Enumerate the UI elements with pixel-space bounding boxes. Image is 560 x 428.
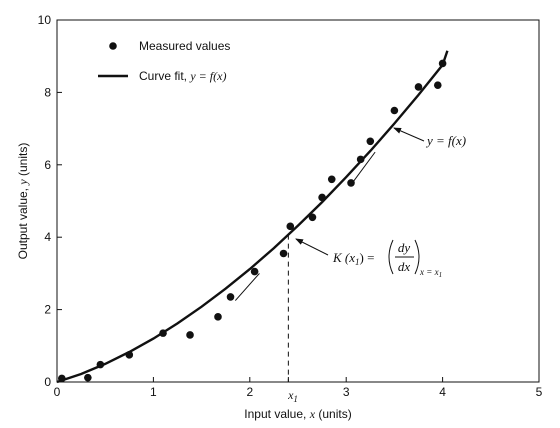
measured-points [58, 59, 447, 383]
data-point [390, 106, 399, 115]
y-tick-label: 4 [44, 230, 51, 244]
y-tick-label: 8 [44, 85, 51, 99]
data-point [438, 59, 447, 68]
x-tick-label: 3 [343, 385, 350, 399]
data-point [84, 373, 92, 382]
data-point [366, 137, 375, 146]
x-axis-label-var: x [309, 407, 316, 421]
curve-annotation-arrow [393, 127, 425, 142]
y-tick-label: 0 [44, 375, 51, 389]
data-point [327, 175, 336, 184]
x1-tick-label: x1 [287, 388, 298, 404]
slope-annotation-arrow [295, 238, 329, 256]
x-axis-label: Input value, x (units) [244, 407, 351, 421]
legend-curve-prefix: Curve fit, [139, 69, 190, 83]
x-axis-label-prefix: Input value, [244, 407, 309, 421]
y-tick-label: 10 [38, 13, 52, 27]
x-tick-label: 0 [54, 385, 61, 399]
y-axis-label-var: y [16, 179, 30, 186]
slope-annotation-label: K (x1) = dy dx x = x1 [332, 239, 442, 279]
x1-tick-sub: 1 [293, 394, 298, 404]
data-point [356, 155, 365, 164]
y-axis-label: Output value, y (units) [16, 143, 30, 260]
data-point [226, 293, 235, 301]
data-point [186, 331, 194, 339]
x1-tick-var: x [287, 388, 294, 402]
tangent-lines [234, 151, 376, 301]
slope-lhs-sub: 1 [355, 257, 360, 267]
plot-frame [56, 19, 540, 383]
data-point [96, 360, 105, 369]
data-point [159, 329, 167, 337]
slope-frac-subscript-text: x = x [419, 267, 439, 277]
data-point [347, 179, 355, 187]
x-tick-label: 2 [246, 385, 253, 399]
y-axis-ticks: 0 2 4 6 8 10 [38, 13, 62, 389]
data-point [250, 267, 259, 276]
data-point [286, 222, 295, 231]
legend-curve-math: y = f(x) [189, 69, 226, 83]
tangent-line [234, 273, 260, 301]
data-point [308, 213, 317, 222]
slope-right-paren [414, 239, 420, 275]
legend-measured-label: Measured values [139, 39, 230, 53]
tangent-line [350, 151, 376, 186]
data-point [318, 193, 326, 202]
data-point [125, 351, 134, 359]
y-axis-label-prefix: Output value, [16, 185, 30, 260]
slope-frac-subscript: x = x1 [419, 267, 442, 279]
data-point [414, 83, 423, 91]
y-tick-label: 6 [44, 158, 51, 172]
slope-lhs-close: ) = [360, 250, 375, 265]
y-tick-label: 2 [44, 303, 51, 317]
x-tick-label: 5 [536, 385, 543, 399]
data-point [279, 249, 288, 258]
legend-dot-marker [109, 42, 117, 50]
x-tick-label: 1 [150, 385, 157, 399]
curve-fit-line [56, 50, 449, 384]
curve-annotation-label: y = f(x) [425, 133, 466, 148]
slope-frac-den: dx [398, 259, 411, 274]
legend: Measured values Curve fit, y = f(x) [98, 39, 230, 83]
slope-lhs-k: K (x [332, 250, 355, 265]
data-point [214, 313, 222, 321]
x-axis-label-suffix: (units) [315, 407, 352, 421]
legend-curve-label: Curve fit, y = f(x) [139, 69, 226, 83]
slope-frac-subscript-sub: 1 [439, 271, 443, 279]
data-point [433, 81, 442, 89]
slope-left-paren [388, 239, 394, 275]
data-point [58, 374, 66, 383]
x-axis-ticks: 0 1 2 3 4 5 [54, 377, 543, 399]
slope-frac-num: dy [398, 240, 411, 255]
x-tick-label: 4 [439, 385, 446, 399]
slope-lhs: K (x1) = [332, 250, 374, 267]
y-axis-label-suffix: (units) [16, 143, 30, 180]
